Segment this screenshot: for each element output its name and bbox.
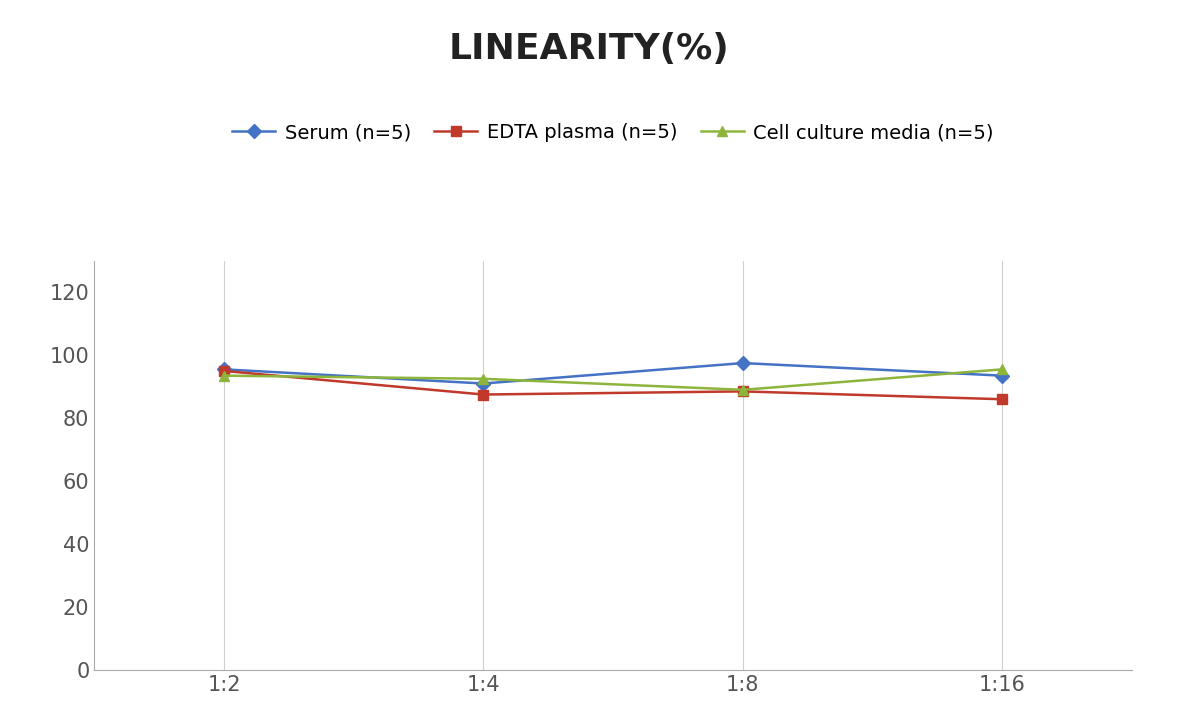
EDTA plasma (n=5) xyxy=(736,387,750,396)
EDTA plasma (n=5) xyxy=(995,395,1009,403)
Line: Serum (n=5): Serum (n=5) xyxy=(219,358,1007,388)
Serum (n=5) xyxy=(736,359,750,367)
EDTA plasma (n=5) xyxy=(217,367,231,375)
Serum (n=5) xyxy=(995,372,1009,380)
Legend: Serum (n=5), EDTA plasma (n=5), Cell culture media (n=5): Serum (n=5), EDTA plasma (n=5), Cell cul… xyxy=(224,115,1002,150)
Line: Cell culture media (n=5): Cell culture media (n=5) xyxy=(219,364,1007,395)
Cell culture media (n=5) xyxy=(995,365,1009,374)
Cell culture media (n=5) xyxy=(736,386,750,394)
Cell culture media (n=5) xyxy=(476,374,490,383)
Line: EDTA plasma (n=5): EDTA plasma (n=5) xyxy=(219,366,1007,404)
Cell culture media (n=5) xyxy=(217,372,231,380)
Text: LINEARITY(%): LINEARITY(%) xyxy=(449,32,730,66)
Serum (n=5) xyxy=(217,365,231,374)
Serum (n=5) xyxy=(476,379,490,388)
EDTA plasma (n=5) xyxy=(476,391,490,399)
